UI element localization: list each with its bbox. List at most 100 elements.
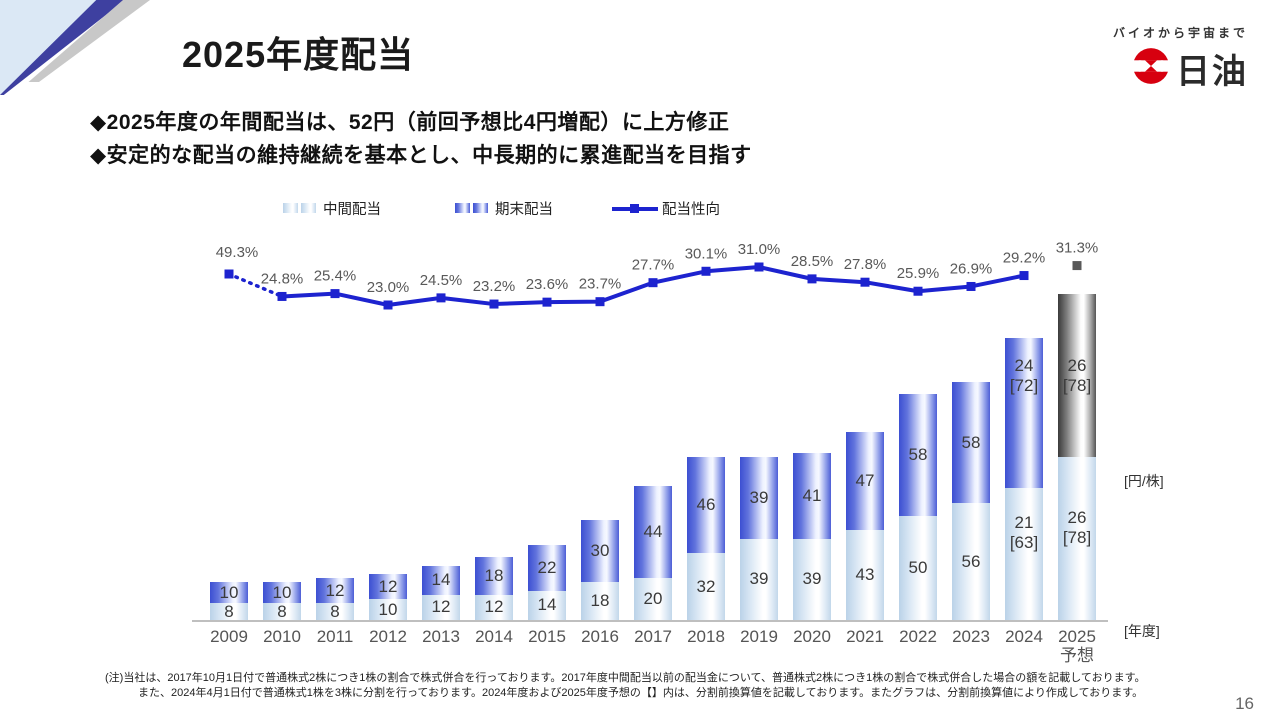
bar-interim-label: 14	[537, 595, 557, 615]
payout-marker	[277, 291, 287, 301]
bullet-1: ◆2025年度の年間配当は、52円（前回予想比4円増配）に上方修正	[90, 111, 730, 134]
legend-line-label: 配当性向	[662, 201, 720, 218]
bar-interim-segment	[740, 538, 778, 620]
bar-interim-segment	[316, 603, 354, 620]
bar-interim-segment	[846, 530, 884, 620]
year-label: 2025 予想	[1058, 627, 1096, 665]
bar-interim-label: 26 [78]	[1062, 508, 1092, 547]
year-label: 2012	[369, 627, 407, 646]
year-label: 2010	[263, 627, 301, 646]
bar-final-segment	[740, 457, 778, 539]
y-unit-label: [円/株]	[1124, 473, 1164, 489]
percent-label: 23.7%	[579, 276, 622, 293]
percent-label: 23.6%	[526, 276, 569, 293]
legend-final-label: 期末配当	[495, 201, 553, 218]
bar-final-segment	[634, 486, 672, 579]
bar-interim-label: 39	[749, 569, 769, 589]
payout-marker	[436, 293, 446, 303]
bar-interim-segment	[210, 603, 248, 620]
bar-final-label: 46	[696, 495, 716, 515]
payout-marker	[807, 274, 817, 284]
percent-label: 31.3%	[1056, 240, 1099, 257]
final-swatch-icon	[455, 203, 470, 213]
final-swatch-icon	[473, 203, 488, 213]
percent-label: 27.8%	[844, 256, 887, 273]
legend-interim: 中間配当	[283, 199, 381, 218]
bar-interim-label: 21 [63]	[1009, 513, 1039, 552]
year-label: 2014	[475, 627, 513, 646]
payout-marker	[754, 262, 764, 272]
bar-final-label: 10	[272, 582, 292, 602]
bar-forecast-segment	[1058, 294, 1096, 458]
bar-interim-segment	[263, 603, 301, 620]
payout-marker	[542, 297, 552, 307]
bar-final-label: 44	[643, 522, 663, 542]
bar-interim-label: 32	[696, 576, 716, 596]
bar-interim-label: 8	[330, 601, 340, 621]
bar-interim-label: 18	[590, 591, 610, 611]
bar-interim-label: 12	[431, 597, 451, 617]
bar-interim-segment	[1058, 457, 1096, 620]
x-axis-label: [年度]	[1124, 623, 1160, 639]
payout-marker	[489, 299, 499, 309]
payout-marker	[860, 277, 870, 287]
bar-interim-label: 10	[378, 599, 398, 619]
bar-interim-label: 8	[277, 601, 287, 621]
year-label: 2023	[952, 627, 990, 646]
bar-interim-segment	[634, 578, 672, 620]
bar-final-segment	[581, 519, 619, 583]
axis-break-dotted-line	[227, 272, 284, 299]
footnote-line2: また、2024年4月1日付で普通株式1株を3株に分割を行っております。2024年…	[138, 687, 1144, 699]
key-messages: ◆2025年度の年間配当は、52円（前回予想比4円増配）に上方修正 ◆安定的な配…	[90, 106, 752, 172]
payout-marker	[330, 289, 340, 299]
bar-final-label: 26 [78]	[1062, 356, 1092, 395]
bar-interim-segment	[1005, 488, 1043, 620]
payout-marker	[1019, 271, 1029, 281]
company-logo: バイオから宇宙まで 日油	[1113, 24, 1248, 93]
year-label: 2009	[210, 627, 248, 646]
bar-interim-label: 50	[908, 557, 928, 577]
bar-final-label: 39	[749, 487, 769, 507]
bar-final-segment	[422, 565, 460, 595]
bar-interim-segment	[475, 594, 513, 620]
percent-label: 25.9%	[897, 265, 940, 282]
bar-final-label: 18	[484, 566, 504, 586]
percent-label: 26.9%	[950, 260, 993, 277]
bar-interim-segment	[528, 590, 566, 620]
bar-final-segment	[846, 432, 884, 531]
year-label: 2019	[740, 627, 778, 646]
bar-interim-segment	[793, 538, 831, 620]
footnote-line1: (注)当社は、2017年10月1日付で普通株式2株につき1株の割合で株式併合を行…	[105, 672, 1146, 684]
payout-marker	[648, 278, 658, 288]
payout-marker	[224, 269, 234, 279]
payout-marker	[595, 297, 605, 307]
bar-interim-label: 8	[224, 601, 234, 621]
nof-logo-icon	[1132, 47, 1170, 90]
bar-final-label: 12	[378, 576, 398, 596]
percent-label: 25.4%	[314, 268, 357, 285]
year-label: 2013	[422, 627, 460, 646]
bar-interim-segment	[422, 594, 460, 620]
year-label: 2017	[634, 627, 672, 646]
percent-label: 23.2%	[473, 278, 516, 295]
year-label: 2015	[528, 627, 566, 646]
page-title: 2025年度配当	[182, 34, 415, 75]
year-label: 2018	[687, 627, 725, 646]
year-label: 2011	[316, 627, 354, 646]
bar-interim-segment	[899, 515, 937, 620]
legend-interim-label: 中間配当	[323, 201, 381, 218]
bar-final-segment	[475, 557, 513, 595]
percent-label: 30.1%	[685, 245, 728, 262]
bar-final-segment	[1005, 338, 1043, 489]
footnote: (注)当社は、2017年10月1日付で普通株式2株につき1株の割合で株式併合を行…	[105, 671, 1145, 701]
payout-marker	[701, 266, 711, 276]
bar-final-label: 58	[908, 445, 928, 465]
legend-final: 期末配当	[455, 199, 553, 218]
bar-final-label: 24 [72]	[1009, 356, 1039, 395]
bar-final-segment	[369, 574, 407, 600]
bar-interim-segment	[581, 582, 619, 620]
payout-ratio-line	[281, 265, 1025, 307]
bar-interim-label: 56	[961, 551, 981, 571]
bar-final-segment	[793, 452, 831, 539]
